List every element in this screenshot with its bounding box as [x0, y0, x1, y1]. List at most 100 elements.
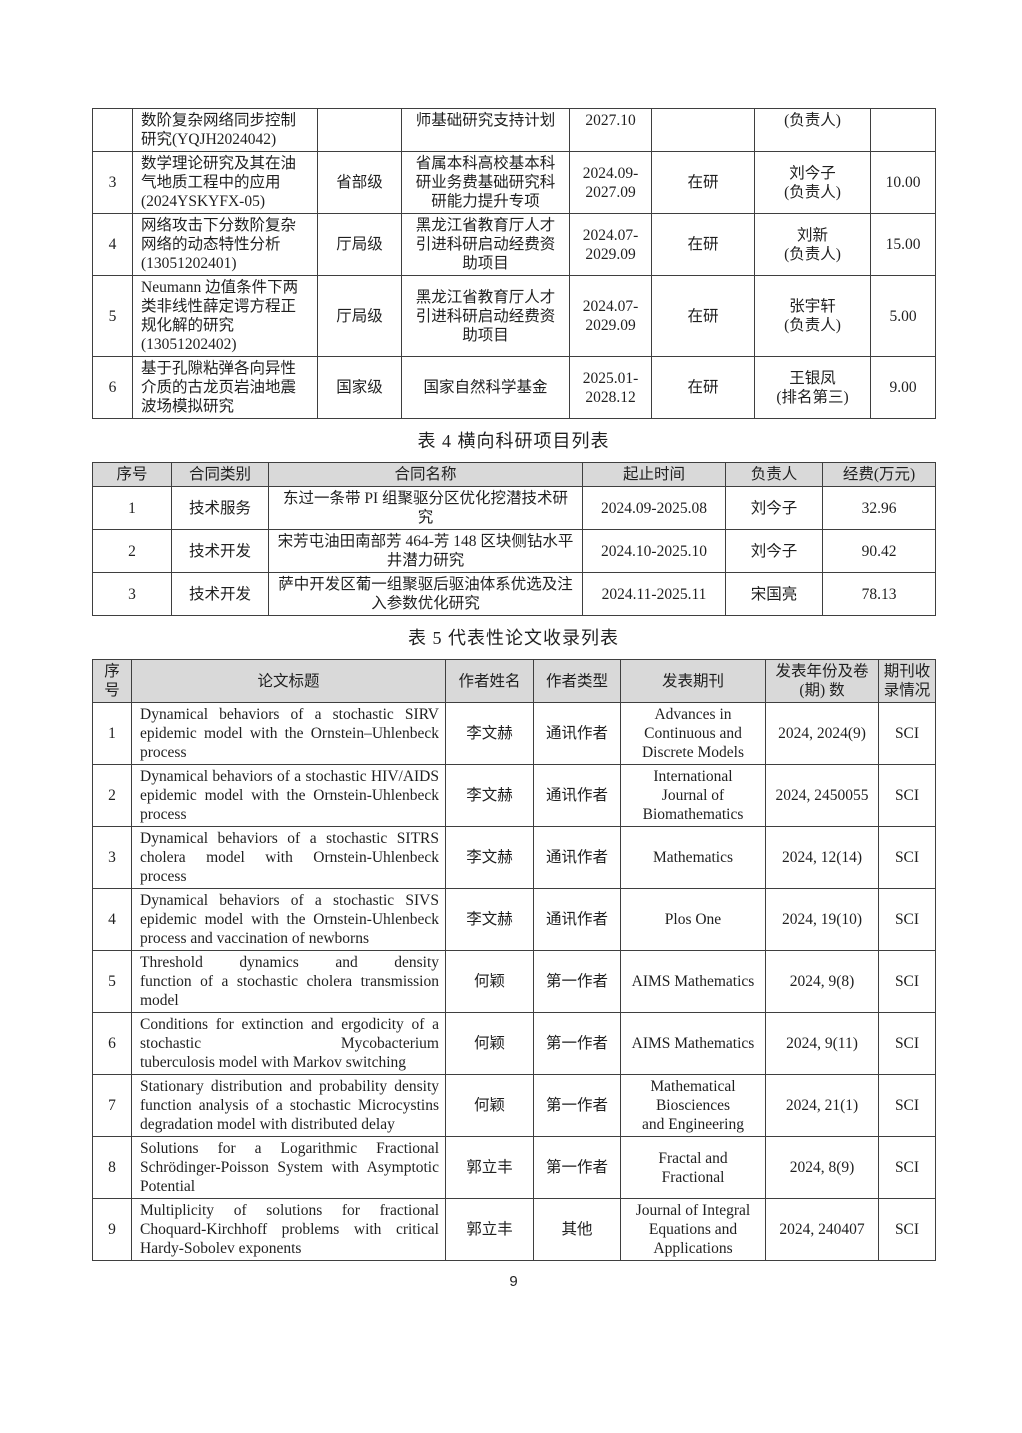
cell-period: 2024.10-2025.10 — [582, 529, 726, 573]
cell-author: 李文赫 — [445, 826, 534, 889]
cell-author: 何颖 — [445, 1012, 534, 1075]
cell-project-name: 数阶复杂网络同步控制 研究(YQJH2024042) — [132, 108, 318, 152]
cell-contract-name: 萨中开发区葡一组聚驱后驱油体系优选及注 入参数优化研究 — [268, 572, 583, 616]
cell-level: 国家级 — [317, 356, 402, 419]
cell-funds: 90.42 — [822, 529, 936, 573]
table-row: 数阶复杂网络同步控制 研究(YQJH2024042) 师基础研究支持计划 202… — [92, 108, 936, 152]
table-row: 6 Conditions for extinction and ergodici… — [92, 1012, 936, 1075]
cell-leader: 刘今子 (负责人) — [754, 151, 871, 214]
header-contract-name: 合同名称 — [268, 462, 583, 487]
table-row: 8 Solutions for a Logarithmic Fractional… — [92, 1136, 936, 1199]
cell-status — [651, 108, 755, 152]
cell-funding-source: 黑龙江省教育厅人才 引进科研启动经费资 助项目 — [401, 213, 570, 276]
cell-author-type: 第一作者 — [533, 1074, 621, 1137]
cell-year-volume: 2024, 12(14) — [765, 826, 879, 889]
table4-title: 表 4 横向科研项目列表 — [417, 431, 610, 451]
cell-leader: 张宇轩 (负责人) — [754, 275, 871, 357]
cell-funding-source: 黑龙江省教育厅人才 引进科研启动经费资 助项目 — [401, 275, 570, 357]
header-funds: 经费(万元) — [822, 462, 936, 487]
cell-paper-title: Dynamical behaviors of a stochastic SIRV… — [131, 702, 446, 765]
cell-paper-title: Stationary distribution and probability … — [131, 1074, 446, 1137]
cell-no: 4 — [92, 213, 133, 276]
cell-period: 2024.07- 2029.09 — [569, 275, 652, 357]
cell-no: 8 — [92, 1136, 132, 1199]
cell-index: SCI — [878, 1012, 936, 1075]
table-header-row: 序号 合同类别 合同名称 起止时间 负责人 经费(万元) — [92, 462, 936, 487]
cell-status: 在研 — [651, 275, 755, 357]
table-row: 6 基于孔隙粘弹各向异性 介质的古龙页岩油地震 波场模拟研究 国家级 国家自然科… — [92, 356, 936, 419]
cell-author: 郭立丰 — [445, 1198, 534, 1261]
page-number: 9 — [509, 1273, 518, 1290]
table-row: 1 技术服务 东过一条带 PI 组聚驱分区优化挖潜技术研 究 2024.09-2… — [92, 486, 936, 530]
cell-author-type: 通讯作者 — [533, 888, 621, 951]
cell-journal: Plos One — [620, 888, 766, 951]
header-period: 起止时间 — [582, 462, 726, 487]
cell-year-volume: 2024, 2450055 — [765, 764, 879, 827]
cell-journal: Fractal and Fractional — [620, 1136, 766, 1199]
header-journal: 发表期刊 — [620, 659, 766, 703]
cell-funds: 5.00 — [870, 275, 936, 357]
cell-leader: (负责人) — [754, 108, 871, 152]
cell-funds: 9.00 — [870, 356, 936, 419]
header-contract-type: 合同类别 — [171, 462, 269, 487]
cell-level: 厅局级 — [317, 275, 402, 357]
cell-leader: 刘新 (负责人) — [754, 213, 871, 276]
cell-index: SCI — [878, 1074, 936, 1137]
table-row: 9 Multiplicity of solutions for fraction… — [92, 1198, 936, 1261]
page-content: 数阶复杂网络同步控制 研究(YQJH2024042) 师基础研究支持计划 202… — [92, 108, 936, 1290]
cell-paper-title: Threshold dynamics and density function o… — [131, 950, 446, 1013]
cell-status: 在研 — [651, 356, 755, 419]
cell-period: 2024.09-2025.08 — [582, 486, 726, 530]
cell-no: 4 — [92, 888, 132, 951]
table-row: 4 网络攻击下分数阶复杂 网络的动态特性分析 (13051202401) 厅局级… — [92, 213, 936, 276]
cell-no: 6 — [92, 1012, 132, 1075]
cell-contract-name: 宋芳屯油田南部芳 464-芳 148 区块侧钻水平 井潜力研究 — [268, 529, 583, 573]
table-row: 5 Neumann 边值条件下两 类非线性薛定谔方程正 规化解的研究 (1305… — [92, 275, 936, 357]
vertical-projects-table-continued: 数阶复杂网络同步控制 研究(YQJH2024042) 师基础研究支持计划 202… — [92, 108, 936, 419]
cell-no: 2 — [92, 529, 172, 573]
cell-level — [317, 108, 402, 152]
cell-author-type: 第一作者 — [533, 1136, 621, 1199]
cell-contract-name: 东过一条带 PI 组聚驱分区优化挖潜技术研 究 — [268, 486, 583, 530]
cell-project-name: 数学理论研究及其在油 气地质工程中的应用 (2024YSKYFX-05) — [132, 151, 318, 214]
cell-level: 省部级 — [317, 151, 402, 214]
table-row: 1 Dynamical behaviors of a stochastic SI… — [92, 702, 936, 765]
cell-author: 郭立丰 — [445, 1136, 534, 1199]
table-row: 3 Dynamical behaviors of a stochastic SI… — [92, 826, 936, 889]
cell-index: SCI — [878, 1198, 936, 1261]
table-row: 2 Dynamical behaviors of a stochastic HI… — [92, 764, 936, 827]
cell-year-volume: 2024, 21(1) — [765, 1074, 879, 1137]
cell-period: 2025.01- 2028.12 — [569, 356, 652, 419]
table-row: 3 技术开发 萨中开发区葡一组聚驱后驱油体系优选及注 入参数优化研究 2024.… — [92, 572, 936, 616]
cell-leader: 王银凤 (排名第三) — [754, 356, 871, 419]
table5-title: 表 5 代表性论文收录列表 — [408, 628, 619, 648]
cell-no: 3 — [92, 151, 133, 214]
cell-no: 2 — [92, 764, 132, 827]
cell-funding-source: 省属本科高校基本科 研业务费基础研究科 研能力提升专项 — [401, 151, 570, 214]
cell-funds: 32.96 — [822, 486, 936, 530]
cell-index: SCI — [878, 950, 936, 1013]
header-author-type: 作者类型 — [533, 659, 621, 703]
header-paper-title: 论文标题 — [131, 659, 446, 703]
header-leader: 负责人 — [725, 462, 823, 487]
cell-no: 7 — [92, 1074, 132, 1137]
cell-period: 2024.09- 2027.09 — [569, 151, 652, 214]
cell-year-volume: 2024, 8(9) — [765, 1136, 879, 1199]
cell-funding-source: 师基础研究支持计划 — [401, 108, 570, 152]
cell-period: 2027.10 — [569, 108, 652, 152]
table-row: 5 Threshold dynamics and density function… — [92, 950, 936, 1013]
cell-index: SCI — [878, 826, 936, 889]
horizontal-projects-table: 序号 合同类别 合同名称 起止时间 负责人 经费(万元) 1 技术服务 东过一条… — [92, 462, 936, 616]
cell-project-name: 基于孔隙粘弹各向异性 介质的古龙页岩油地震 波场模拟研究 — [132, 356, 318, 419]
cell-funds: 10.00 — [870, 151, 936, 214]
table-row: 4 Dynamical behaviors of a stochastic SI… — [92, 888, 936, 951]
cell-author: 李文赫 — [445, 764, 534, 827]
cell-author-type: 通讯作者 — [533, 702, 621, 765]
cell-paper-title: Solutions for a Logarithmic Fractional Sc… — [131, 1136, 446, 1199]
header-author: 作者姓名 — [445, 659, 534, 703]
header-no: 序 号 — [92, 659, 132, 703]
cell-no: 3 — [92, 572, 172, 616]
cell-journal: Journal of Integral Equations and Applic… — [620, 1198, 766, 1261]
cell-status: 在研 — [651, 213, 755, 276]
